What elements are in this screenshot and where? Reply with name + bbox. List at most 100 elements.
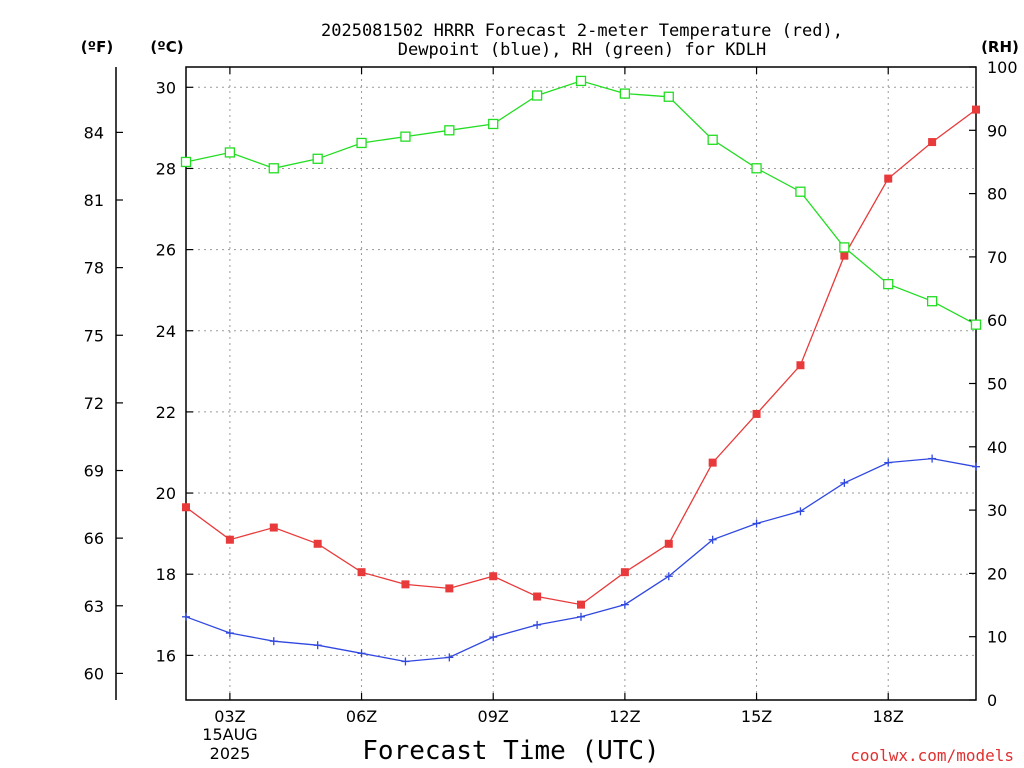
temperature-point [357, 568, 366, 577]
temperature-point [796, 361, 805, 370]
fahrenheit-tick-label: 60 [84, 664, 104, 683]
rh-point [488, 118, 499, 130]
rh-tick-label: 50 [987, 375, 1007, 394]
temperature-line [185, 109, 977, 606]
rh-point [883, 278, 894, 290]
rh-point [751, 163, 762, 174]
x-tick-label: 09Z [478, 707, 509, 726]
rh-tick-label: 70 [987, 248, 1007, 267]
rh-tick-label: 80 [987, 185, 1007, 204]
rh-point [839, 242, 850, 253]
rh-point [575, 75, 587, 87]
dewpoint-point [840, 478, 849, 487]
dewpoint-point [577, 612, 585, 621]
dewpoint-point [445, 653, 454, 662]
rh-point [356, 137, 367, 149]
dewpoint-point [796, 507, 805, 516]
temperature-point [225, 535, 234, 544]
rh-line [185, 80, 977, 326]
temperature-point [445, 584, 454, 593]
fahrenheit-unit-label: (ºF) [81, 38, 113, 56]
axis-tick-labels: 03Z 06Z 09Z 12Z 15Z 18Z 16 18 20 22 24 26 28 30 60 63 66… [84, 58, 1018, 726]
temperature-point [269, 523, 278, 532]
rh-point [663, 91, 674, 102]
celsius-tick-label: 18 [156, 565, 176, 584]
dewpoint-point [620, 600, 629, 609]
dewpoint-point [928, 454, 937, 463]
fahrenheit-tick-label: 72 [84, 394, 104, 413]
dewpoint-point [708, 535, 717, 544]
fahrenheit-tick-label: 75 [84, 326, 104, 345]
celsius-tick-label: 24 [156, 322, 176, 341]
rh-tick-label: 20 [987, 564, 1007, 583]
x-tick-label: 15Z [741, 707, 772, 726]
fahrenheit-tick-label: 81 [84, 191, 104, 210]
rh-tick-label: 60 [987, 311, 1007, 330]
rh-unit-label: (RH) [981, 38, 1019, 56]
dewpoint-point [664, 572, 673, 581]
rh-point [707, 134, 718, 145]
date-day-label: 15AUG [202, 725, 257, 744]
credit-text: coolwx.com/models [850, 746, 1014, 765]
fahrenheit-tick-label: 69 [84, 462, 104, 481]
temperature-point [533, 592, 542, 601]
celsius-tick-label: 28 [156, 159, 176, 178]
chart-axes [115, 66, 977, 701]
fahrenheit-tick-label: 78 [84, 259, 104, 278]
temperature-point [620, 568, 629, 577]
date-year-label: 2025 [210, 744, 251, 763]
celsius-tick-label: 22 [156, 403, 176, 422]
dewpoint-line [185, 457, 977, 663]
temperature-point [884, 174, 893, 183]
dewpoint-point [752, 519, 761, 528]
rh-tick-label: 30 [987, 501, 1007, 520]
chart-title-line-1: 2025081502 HRRR Forecast 2-meter Tempera… [321, 21, 843, 41]
temperature-point [708, 458, 717, 467]
dewpoint-point [357, 649, 366, 658]
dewpoint-point [225, 629, 234, 638]
dewpoint-point [972, 462, 980, 471]
rh-point [268, 163, 279, 174]
x-axis-label: Forecast Time (UTC) [362, 736, 659, 766]
rh-tick-label: 0 [987, 691, 997, 710]
dewpoint-point [884, 458, 893, 467]
temperature-point [664, 539, 673, 548]
x-tick-label: 06Z [346, 707, 377, 726]
dewpoint-point [489, 633, 498, 642]
temperature-point [313, 539, 322, 548]
rh-tick-label: 100 [987, 58, 1018, 77]
celsius-tick-label: 16 [156, 646, 176, 665]
temperature-point [401, 580, 410, 589]
fahrenheit-tick-label: 84 [84, 123, 104, 142]
dewpoint-series [182, 454, 980, 666]
temperature-point [577, 600, 585, 609]
temperature-point [928, 138, 937, 147]
rh-point [970, 319, 982, 330]
rh-point [619, 88, 631, 99]
celsius-unit-label: (ºC) [150, 38, 183, 56]
rh-tick-label: 90 [987, 121, 1007, 140]
dewpoint-point [269, 637, 278, 646]
x-tick-label: 18Z [873, 707, 904, 726]
temperature-point [489, 572, 498, 581]
x-tick-label: 03Z [214, 707, 245, 726]
temperature-point [752, 409, 761, 418]
fahrenheit-tick-label: 66 [84, 529, 104, 548]
dewpoint-point [182, 612, 190, 621]
dewpoint-point [313, 641, 322, 650]
rh-series [180, 75, 982, 330]
x-tick-label: 12Z [609, 707, 640, 726]
fahrenheit-tick-label: 63 [84, 597, 104, 616]
celsius-tick-label: 26 [156, 241, 176, 260]
celsius-tick-label: 20 [156, 484, 176, 503]
rh-tick-label: 10 [987, 628, 1007, 647]
temperature-point [972, 105, 980, 114]
chart-title-line-2: Dewpoint (blue), RH (green) for KDLH [398, 40, 766, 60]
rh-point [180, 156, 192, 168]
data-series [180, 75, 982, 666]
rh-point [531, 90, 543, 101]
dewpoint-point [401, 657, 410, 666]
rh-point [926, 296, 938, 307]
